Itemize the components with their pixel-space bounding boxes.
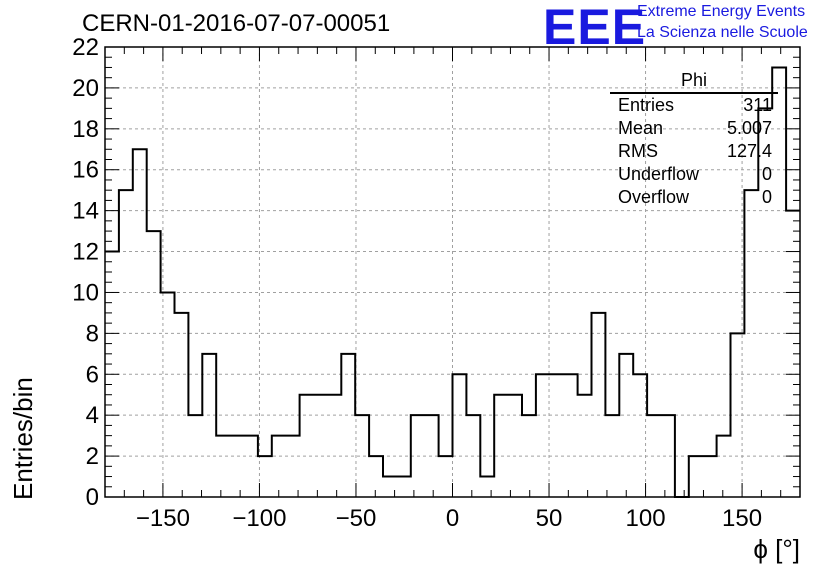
stats-value: 0 bbox=[761, 164, 772, 184]
histogram-bin bbox=[661, 415, 675, 497]
histogram-bin bbox=[508, 395, 522, 497]
eee-logo-line1: Extreme Energy Events bbox=[637, 3, 806, 20]
y-axis-label: Entries/bin bbox=[8, 377, 38, 500]
stats-label: RMS bbox=[618, 141, 658, 161]
y-tick-label: 22 bbox=[72, 34, 99, 61]
histogram-bin bbox=[175, 313, 189, 497]
histogram-bin bbox=[119, 190, 133, 497]
histogram-bin bbox=[605, 415, 619, 497]
y-tick-label: 10 bbox=[72, 279, 99, 306]
histogram-bin bbox=[689, 456, 703, 497]
x-tick-label: 150 bbox=[722, 505, 762, 532]
histogram-bin bbox=[522, 415, 536, 497]
histogram-bin bbox=[341, 354, 355, 497]
y-tick-label: 14 bbox=[72, 198, 99, 225]
histogram-bin bbox=[466, 415, 480, 497]
stats-value: 311 bbox=[743, 95, 772, 115]
histogram-bin bbox=[647, 415, 661, 497]
histogram-bin bbox=[258, 456, 272, 497]
histogram-bin bbox=[592, 313, 606, 497]
histogram-bin bbox=[731, 333, 745, 497]
histogram-bin bbox=[147, 231, 161, 497]
histogram-bin bbox=[188, 415, 202, 497]
stats-row-entries: Entries 311 bbox=[610, 94, 778, 117]
x-tick-label: −150 bbox=[136, 505, 190, 532]
histogram-bin bbox=[411, 415, 425, 497]
histogram-bin bbox=[619, 354, 633, 497]
chart-title: CERN-01-2016-07-07-00051 bbox=[82, 10, 391, 37]
histogram-bin bbox=[327, 395, 341, 497]
x-tick-label: 0 bbox=[446, 505, 459, 532]
histogram-bin bbox=[202, 354, 216, 497]
histogram-bin bbox=[230, 436, 244, 497]
stats-label: Underflow bbox=[618, 164, 700, 184]
y-tick-label: 12 bbox=[72, 239, 99, 266]
histogram-bin bbox=[550, 374, 564, 497]
y-tick-label: 20 bbox=[72, 75, 99, 102]
stats-value: 5.007 bbox=[726, 118, 772, 138]
stats-row-overflow: Overflow 0 bbox=[610, 186, 778, 209]
histogram-bin bbox=[494, 395, 508, 497]
histogram-bin bbox=[439, 456, 453, 497]
x-tick-label: 50 bbox=[536, 505, 563, 532]
histogram-bin bbox=[397, 477, 411, 497]
y-tick-label: 8 bbox=[86, 320, 99, 347]
y-tick-label: 4 bbox=[86, 402, 99, 429]
eee-logo-line2: La Scienza nelle Scuole bbox=[637, 24, 808, 41]
histogram-bin bbox=[272, 436, 286, 497]
x-tick-label: 100 bbox=[626, 505, 666, 532]
histogram-bin bbox=[244, 436, 258, 497]
stats-title: Phi bbox=[610, 70, 778, 94]
histogram-bin bbox=[161, 292, 175, 497]
stats-label: Entries bbox=[618, 95, 675, 115]
stats-row-underflow: Underflow 0 bbox=[610, 163, 778, 186]
stats-label: Overflow bbox=[618, 187, 690, 207]
histogram-bin bbox=[286, 436, 300, 497]
x-axis-label: ϕ [°] bbox=[753, 534, 800, 564]
histogram-bin bbox=[480, 477, 494, 497]
stats-box: Phi Entries 311 Mean 5.007 RMS 127.4 Und… bbox=[610, 70, 778, 209]
stats-value: 0 bbox=[761, 187, 772, 207]
histogram-bin bbox=[355, 415, 369, 497]
histogram-bin bbox=[633, 374, 647, 497]
histogram-bin bbox=[314, 395, 328, 497]
eee-logo: EEE bbox=[543, 0, 647, 55]
grid-lines bbox=[105, 47, 800, 497]
histogram-bin bbox=[717, 436, 731, 497]
y-tick-label: 18 bbox=[72, 116, 99, 143]
y-tick-label: 6 bbox=[86, 361, 99, 388]
histogram-bin bbox=[425, 415, 439, 497]
histogram-outline bbox=[105, 66, 800, 498]
y-tick-label: 16 bbox=[72, 157, 99, 184]
histogram-bin bbox=[453, 374, 467, 497]
y-tick-label: 0 bbox=[86, 484, 99, 511]
stats-row-mean: Mean 5.007 bbox=[610, 117, 778, 140]
histogram-bin bbox=[133, 149, 147, 497]
stats-value: 127.4 bbox=[726, 141, 772, 161]
tick-marks bbox=[104, 46, 801, 498]
histogram-bin bbox=[216, 436, 230, 497]
histogram-bin bbox=[578, 395, 592, 497]
histogram-bin bbox=[744, 190, 758, 497]
histogram-bin bbox=[703, 456, 717, 497]
x-tick-label: −50 bbox=[336, 505, 377, 532]
tick-labels: −150 −100 −50 0 50 100 150 0 2 4 6 8 10 12 14 16 18 20 22 bbox=[72, 34, 762, 532]
histogram-bin bbox=[536, 374, 550, 497]
histogram-bars bbox=[105, 66, 800, 498]
histogram-bin bbox=[369, 456, 383, 497]
histogram-bin bbox=[564, 374, 578, 497]
stats-row-rms: RMS 127.4 bbox=[610, 140, 778, 163]
y-tick-label: 2 bbox=[86, 443, 99, 470]
stats-label: Mean bbox=[618, 118, 664, 138]
x-tick-label: −100 bbox=[232, 505, 286, 532]
histogram-bin bbox=[300, 395, 314, 497]
